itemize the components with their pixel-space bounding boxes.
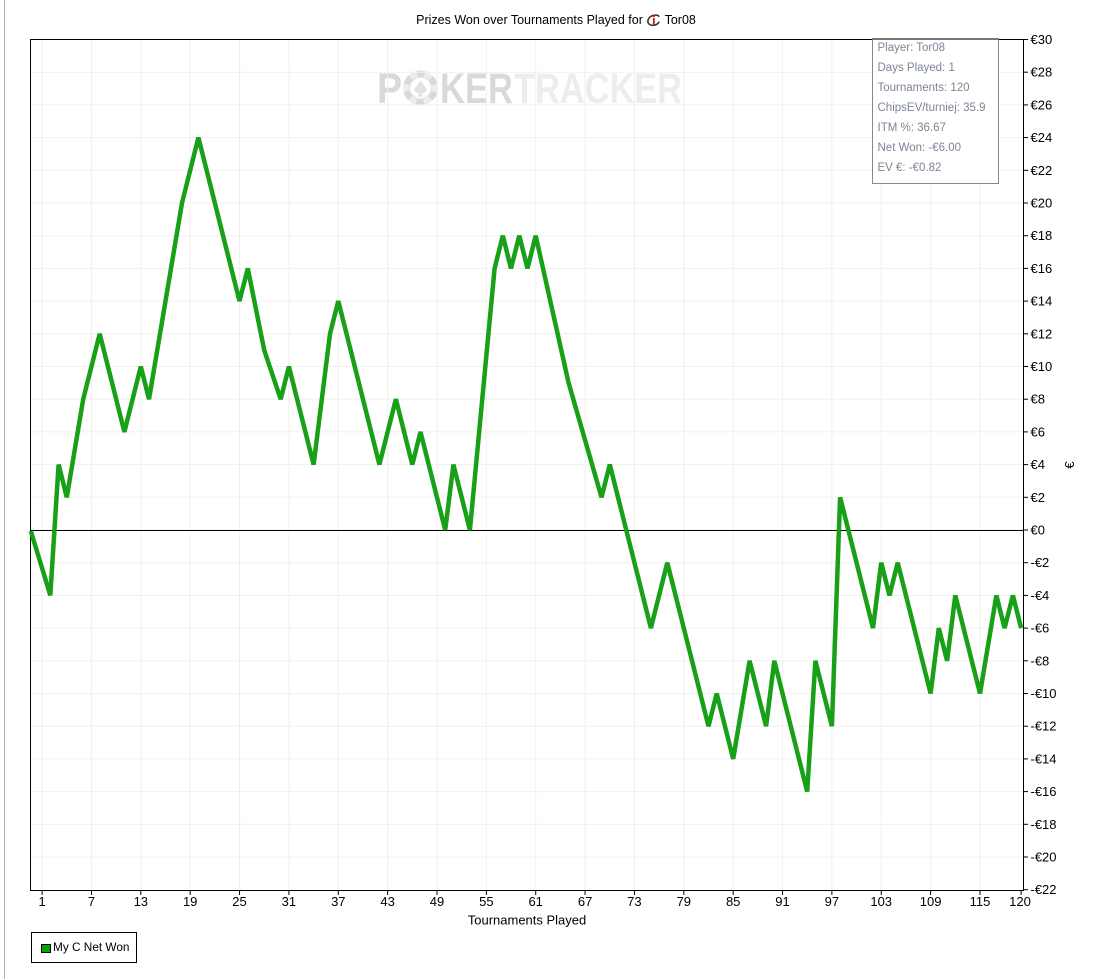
- svg-text:€24: €24: [1031, 130, 1053, 145]
- svg-text:-€22: -€22: [1031, 882, 1057, 897]
- svg-text:€6: €6: [1031, 424, 1045, 439]
- svg-text:-€20: -€20: [1031, 850, 1057, 865]
- svg-text:Tournaments Played: Tournaments Played: [468, 913, 587, 928]
- svg-text:-€10: -€10: [1031, 686, 1057, 701]
- svg-text:€4: €4: [1031, 457, 1045, 472]
- svg-text:€20: €20: [1031, 196, 1053, 211]
- svg-text:37: 37: [331, 894, 345, 909]
- svg-text:-€14: -€14: [1031, 751, 1057, 766]
- svg-text:91: 91: [775, 894, 789, 909]
- svg-text:€22: €22: [1031, 163, 1053, 178]
- svg-text:€26: €26: [1031, 97, 1053, 112]
- svg-text:€8: €8: [1031, 392, 1045, 407]
- svg-text:€2: €2: [1031, 490, 1045, 505]
- svg-text:7: 7: [88, 894, 95, 909]
- svg-text:-€8: -€8: [1031, 653, 1050, 668]
- svg-text:13: 13: [134, 894, 148, 909]
- svg-text:€: €: [1062, 461, 1077, 469]
- svg-text:120: 120: [1009, 894, 1031, 909]
- svg-text:-€2: -€2: [1031, 555, 1050, 570]
- svg-text:1: 1: [38, 894, 45, 909]
- svg-text:43: 43: [380, 894, 394, 909]
- svg-text:€18: €18: [1031, 228, 1053, 243]
- svg-text:€16: €16: [1031, 261, 1053, 276]
- svg-text:€30: €30: [1031, 32, 1053, 47]
- svg-text:73: 73: [627, 894, 641, 909]
- svg-text:61: 61: [528, 894, 542, 909]
- svg-text:85: 85: [726, 894, 740, 909]
- svg-text:97: 97: [825, 894, 839, 909]
- svg-text:€28: €28: [1031, 65, 1053, 80]
- svg-text:-€18: -€18: [1031, 817, 1057, 832]
- svg-text:-€6: -€6: [1031, 621, 1050, 636]
- svg-text:€12: €12: [1031, 326, 1053, 341]
- svg-text:67: 67: [578, 894, 592, 909]
- svg-text:109: 109: [920, 894, 942, 909]
- svg-text:49: 49: [430, 894, 444, 909]
- svg-text:19: 19: [183, 894, 197, 909]
- svg-text:€14: €14: [1031, 294, 1053, 309]
- svg-text:55: 55: [479, 894, 493, 909]
- svg-text:-€4: -€4: [1031, 588, 1050, 603]
- svg-text:31: 31: [282, 894, 296, 909]
- svg-text:25: 25: [232, 894, 246, 909]
- svg-text:-€12: -€12: [1031, 719, 1057, 734]
- svg-text:-€16: -€16: [1031, 784, 1057, 799]
- svg-text:115: 115: [970, 894, 991, 909]
- svg-text:79: 79: [677, 894, 691, 909]
- svg-text:€10: €10: [1031, 359, 1053, 374]
- svg-text:€0: €0: [1031, 523, 1045, 538]
- svg-text:103: 103: [870, 894, 892, 909]
